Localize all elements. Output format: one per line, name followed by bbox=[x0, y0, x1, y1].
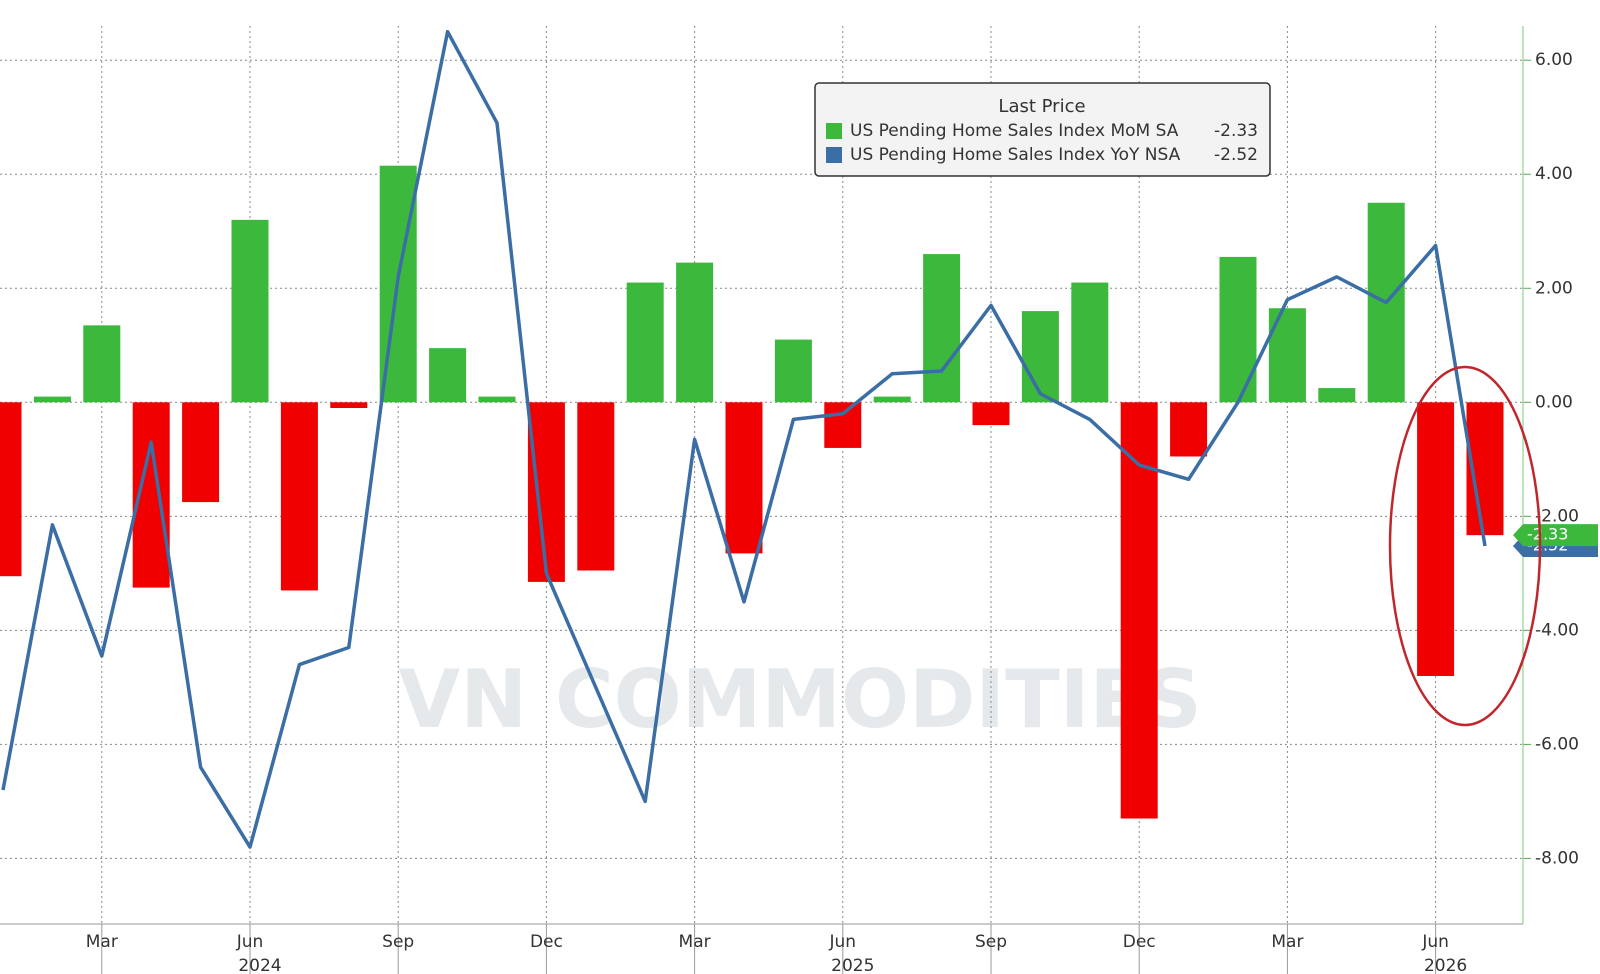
legend-label: US Pending Home Sales Index YoY NSA bbox=[850, 145, 1181, 165]
bar bbox=[1268, 308, 1306, 403]
bar bbox=[873, 396, 911, 403]
bar bbox=[972, 402, 1010, 426]
last-value-tag: -2.33 bbox=[1513, 524, 1598, 547]
year-label: 2026 bbox=[1424, 956, 1467, 974]
bar bbox=[429, 348, 467, 403]
x-tick-label: Mar bbox=[1271, 932, 1303, 952]
tag-box bbox=[1513, 524, 1598, 547]
bar bbox=[0, 402, 22, 577]
bar bbox=[1219, 256, 1257, 403]
bar bbox=[83, 325, 121, 403]
bar bbox=[725, 402, 763, 554]
x-tick-label: Sep bbox=[382, 932, 414, 952]
year-label: 2025 bbox=[831, 956, 874, 974]
bar bbox=[824, 402, 862, 448]
legend-swatch bbox=[826, 147, 842, 163]
legend-label: US Pending Home Sales Index MoM SA bbox=[850, 121, 1179, 141]
y-tick-label: 4.00 bbox=[1535, 164, 1573, 184]
bar bbox=[330, 402, 368, 409]
highlight-ellipse bbox=[1388, 365, 1542, 727]
bar bbox=[33, 396, 71, 403]
y-tick-label: -2.00 bbox=[1535, 506, 1579, 526]
x-tick-label: Jun bbox=[1421, 932, 1449, 952]
bar bbox=[1120, 402, 1158, 819]
x-tick-label: Dec bbox=[530, 932, 563, 952]
y-tick-label: -4.00 bbox=[1535, 620, 1579, 640]
bar bbox=[1170, 402, 1208, 457]
bar bbox=[478, 396, 516, 403]
y-tick-label: 0.00 bbox=[1535, 392, 1573, 412]
legend-value: -2.33 bbox=[1214, 121, 1258, 141]
bar bbox=[280, 402, 318, 591]
year-label: 2024 bbox=[238, 956, 281, 974]
y-tick-label: 2.00 bbox=[1535, 278, 1573, 298]
bar bbox=[527, 402, 565, 582]
bar bbox=[1318, 388, 1356, 403]
legend-title: Last Price bbox=[998, 96, 1085, 117]
legend: Last Price US Pending Home Sales Index Mo… bbox=[814, 82, 1271, 177]
bar bbox=[626, 282, 664, 403]
legend-swatch bbox=[826, 123, 842, 139]
bar bbox=[774, 339, 812, 403]
x-tick-label: Sep bbox=[975, 932, 1007, 952]
tag-label: -2.33 bbox=[1527, 525, 1568, 544]
legend-value: -2.52 bbox=[1214, 145, 1258, 165]
bar bbox=[923, 254, 961, 403]
bar bbox=[1021, 311, 1059, 403]
y-tick-label: -8.00 bbox=[1535, 848, 1579, 868]
bar bbox=[577, 402, 615, 571]
legend-box bbox=[814, 82, 1271, 177]
x-tick-label: Dec bbox=[1123, 932, 1156, 952]
x-tick-label: Jun bbox=[236, 932, 264, 952]
y-tick-label: 6.00 bbox=[1535, 50, 1573, 70]
bar bbox=[231, 219, 269, 403]
line bbox=[1, 29, 1487, 849]
watermark: VN COMMODITIES bbox=[398, 653, 1201, 746]
x-tick-label: Mar bbox=[86, 932, 118, 952]
x-tick-label: Jun bbox=[829, 932, 857, 952]
y-tick-label: -6.00 bbox=[1535, 734, 1579, 754]
bar bbox=[676, 262, 714, 403]
bar bbox=[1071, 282, 1109, 403]
x-tick-label: Mar bbox=[679, 932, 711, 952]
bar bbox=[1417, 402, 1455, 676]
bar bbox=[182, 402, 220, 503]
